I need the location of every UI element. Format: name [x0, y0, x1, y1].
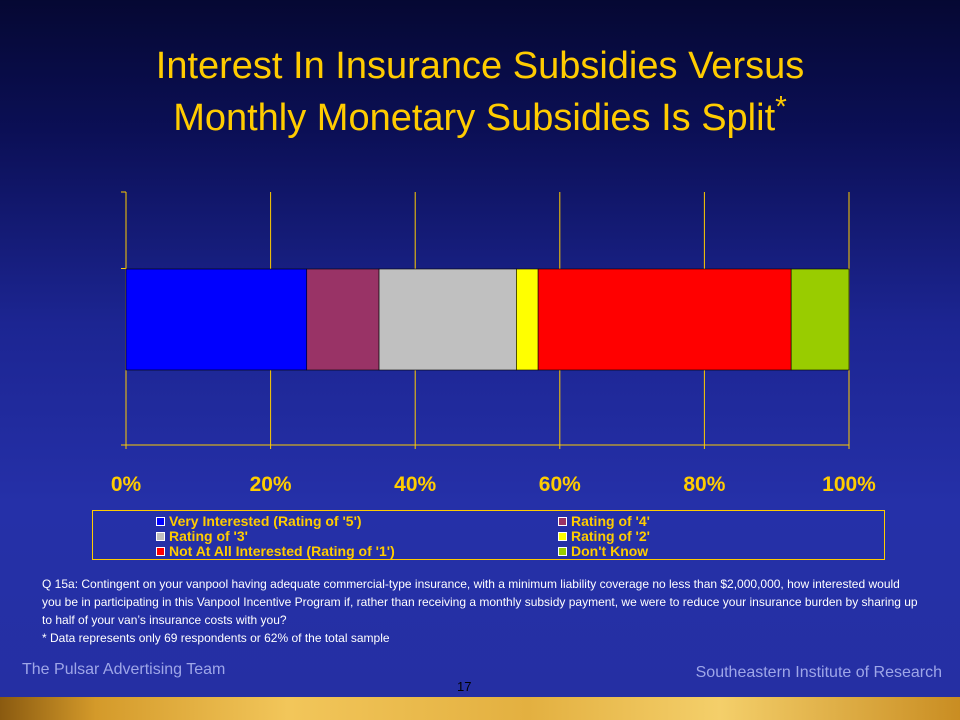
bar-segment-very-interested: [125, 268, 308, 371]
bar-segment-rating-4: [306, 268, 380, 371]
footnote-question: Q 15a: Contingent on your vanpool having…: [42, 577, 918, 627]
chart-legend: Very Interested (Rating of '5') Rating o…: [92, 510, 885, 560]
legend-swatch-dont-know: [558, 547, 567, 556]
legend-item-rating-2: Rating of '2': [558, 529, 650, 544]
legend-swatch-rating-2: [558, 532, 567, 541]
footnote-sample-note: * Data represents only 69 respondents or…: [42, 631, 390, 645]
x-tick-label-0: 0%: [111, 473, 142, 496]
gold-footer-bar: [0, 697, 960, 720]
legend-swatch-not-interested: [156, 547, 165, 556]
footer-institute-name: Southeastern Institute of Research: [695, 664, 942, 681]
x-tick-label-2: 40%: [394, 473, 436, 496]
legend-label-rating-2: Rating of '2': [571, 528, 650, 544]
title-line-2: Monthly Monetary Subsidies Is Split*: [20, 92, 940, 144]
legend-label-dont-know: Don't Know: [571, 543, 649, 559]
x-tick-label-1: 20%: [250, 473, 292, 496]
bar-segment-not-interested: [537, 268, 792, 371]
legend-label-rating-4: Rating of '4': [571, 513, 650, 529]
bar-segment-dont-know: [790, 268, 850, 371]
x-tick-label-4: 80%: [683, 473, 725, 496]
legend-label-rating-3: Rating of '3': [169, 528, 248, 544]
bar-segment-rating-3: [378, 268, 517, 371]
x-tick-label-3: 60%: [539, 473, 581, 496]
page-number: 17: [457, 679, 472, 694]
footnote: Q 15a: Contingent on your vanpool having…: [42, 575, 922, 647]
footer-team-name: The Pulsar Advertising Team: [22, 661, 226, 678]
bar-segment-rating-2: [516, 268, 539, 371]
legend-item-not-interested: Not At All Interested (Rating of '1'): [156, 544, 395, 559]
legend-item-rating-3: Rating of '3': [156, 529, 248, 544]
legend-label-very-interested: Very Interested (Rating of '5'): [169, 513, 362, 529]
legend-item-dont-know: Don't Know: [558, 544, 648, 559]
slide-title: Interest In Insurance Subsidies Versus M…: [20, 40, 940, 144]
legend-item-rating-4: Rating of '4': [558, 514, 650, 529]
legend-item-very-interested: Very Interested (Rating of '5'): [156, 514, 362, 529]
title-line-2-text: Monthly Monetary Subsidies Is Split: [173, 97, 776, 139]
legend-swatch-rating-4: [558, 517, 567, 526]
title-asterisk: *: [775, 90, 787, 124]
legend-label-not-interested: Not At All Interested (Rating of '1'): [169, 543, 395, 559]
x-tick-label-5: 100%: [822, 473, 876, 496]
title-line-1: Interest In Insurance Subsidies Versus: [155, 45, 805, 87]
legend-swatch-very-interested: [156, 517, 165, 526]
legend-swatch-rating-3: [156, 532, 165, 541]
